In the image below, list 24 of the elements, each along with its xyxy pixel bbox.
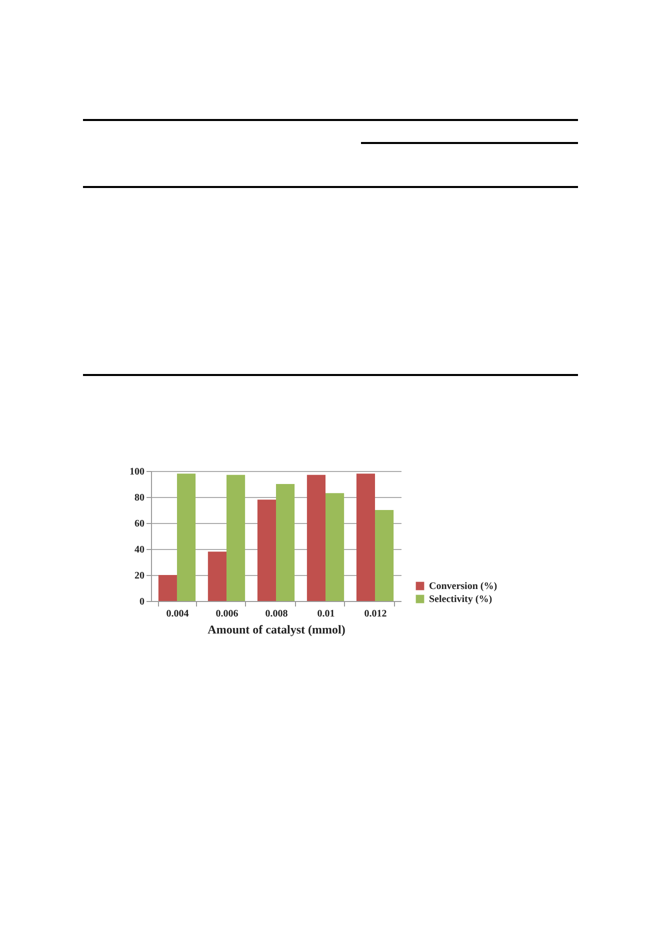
legend-label: Conversion (%): [429, 581, 498, 592]
bar: [276, 484, 295, 601]
bar: [158, 575, 177, 601]
y-tick-label: 40: [134, 544, 144, 556]
y-tick-label: 0: [140, 596, 144, 608]
bar: [226, 474, 246, 601]
bar: [176, 474, 196, 601]
bar: [375, 510, 394, 601]
y-tick-label: 80: [134, 492, 144, 504]
y-tick-label: 100: [130, 466, 144, 478]
x-tick-label: 0.012: [364, 608, 387, 620]
x-tick-label: 0.008: [265, 608, 288, 620]
legend-label: Selectivity (%): [429, 594, 492, 605]
x-tick-label: 0.01: [317, 608, 335, 620]
x-tick-label: 0.006: [216, 608, 238, 620]
bar: [356, 474, 376, 601]
bar: [306, 474, 326, 601]
bar: [257, 500, 276, 601]
x-axis-title: Amount of catalyst (mmol): [208, 622, 346, 636]
bar: [326, 493, 344, 601]
bar: [208, 552, 226, 601]
y-tick-label: 60: [134, 518, 144, 530]
x-tick-label: 0.004: [166, 608, 189, 620]
y-tick-label: 20: [134, 570, 144, 582]
